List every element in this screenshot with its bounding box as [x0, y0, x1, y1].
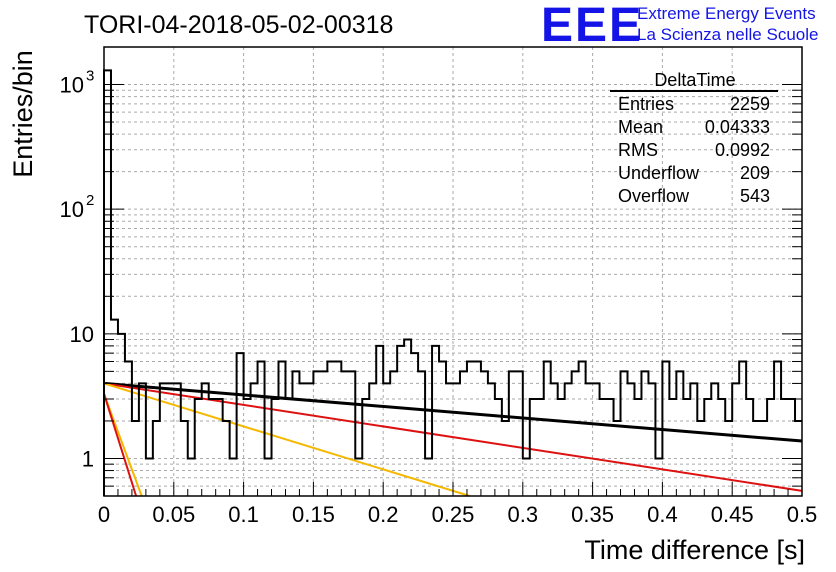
y-tick-label: 1 [82, 446, 94, 471]
fit-line [103, 382, 803, 492]
x-tick-label: 0.2 [368, 502, 399, 527]
fit-lines [103, 381, 803, 497]
stats-row-label: Entries [618, 94, 674, 114]
x-tick-label: 0.1 [228, 502, 259, 527]
y-tick-label: 10 [60, 73, 84, 98]
grid-lines [104, 47, 802, 496]
x-axis-ticks: 0 0.05 0.1 0.15 0.2 0.25 0.3 0.35 0.4 0.45 0.5 [98, 482, 817, 527]
stats-row-value: 543 [740, 186, 770, 206]
stats-row-label: Underflow [618, 163, 700, 183]
y-tick-exponent: 3 [86, 68, 94, 85]
fit-line [103, 382, 471, 497]
x-tick-label: 0.4 [647, 502, 678, 527]
x-tick-label: 0.5 [787, 502, 818, 527]
x-tick-label: 0.15 [292, 502, 335, 527]
fit-line [103, 381, 803, 443]
stats-row-label: Overflow [618, 186, 690, 206]
logo-line1: Extreme Energy Events [637, 4, 816, 23]
x-tick-label: 0 [98, 502, 110, 527]
logo-line2: La Scienza nelle Scuole [637, 25, 818, 44]
stats-row-label: Mean [618, 117, 663, 137]
stats-row-label: RMS [618, 140, 658, 160]
stats-row-value: 2259 [730, 94, 770, 114]
stats-row-value: 0.0992 [715, 140, 770, 160]
x-axis-label: Time difference [s] [584, 535, 805, 565]
x-tick-label: 0.25 [432, 502, 475, 527]
x-tick-label: 0.05 [152, 502, 195, 527]
y-tick-exponent: 2 [86, 192, 94, 209]
chart-title: TORI-04-2018-05-02-00318 [84, 11, 393, 39]
x-tick-label: 0.45 [711, 502, 754, 527]
y-tick-label: 10 [70, 322, 94, 347]
stats-box: DeltaTime Entries 2259 Mean 0.04333 RMS 0.099… [610, 70, 778, 206]
histogram-outline [103, 69, 802, 496]
stats-row-value: 209 [740, 163, 770, 183]
y-axis-label: Entries/bin [8, 50, 38, 178]
eee-logo: EEE [541, 0, 643, 52]
x-tick-label: 0.35 [571, 502, 614, 527]
x-tick-label: 0.3 [508, 502, 539, 527]
y-tick-label: 10 [60, 197, 84, 222]
stats-box-name: DeltaTime [654, 70, 735, 90]
stats-row-value: 0.04333 [705, 117, 770, 137]
fit-line [103, 393, 138, 497]
